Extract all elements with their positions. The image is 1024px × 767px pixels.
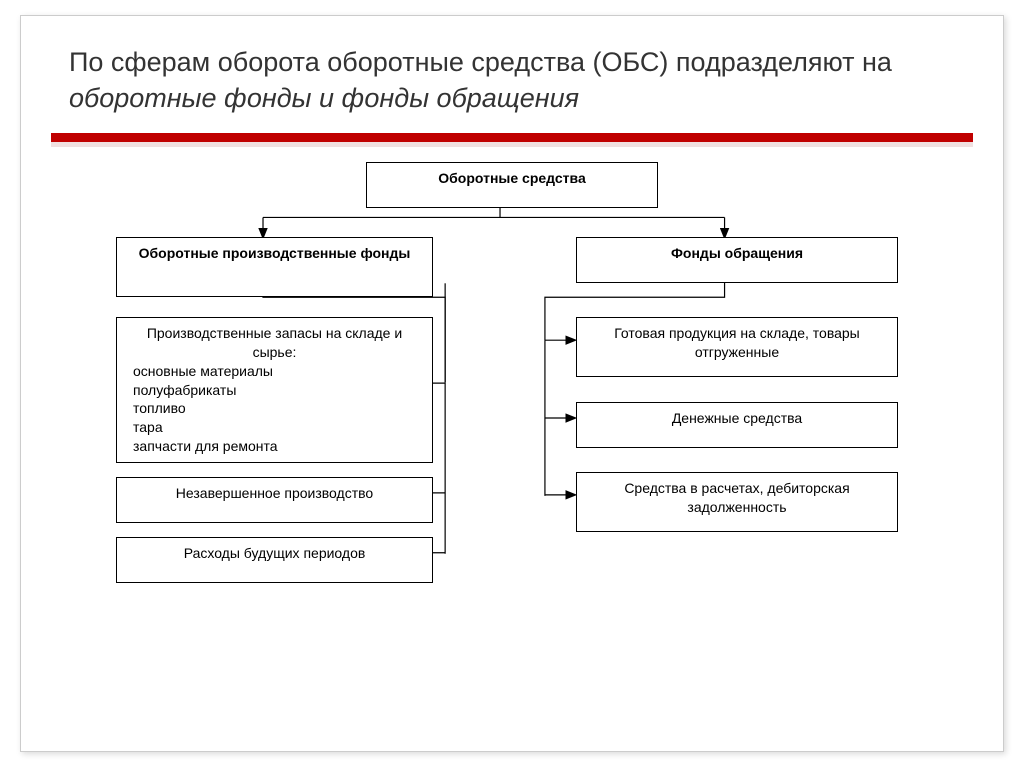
node-left-a-lines: основные материалы полуфабрикаты топливо… [127, 362, 422, 456]
node-root: Оборотные средства [366, 162, 658, 208]
node-left-a: Производственные запасы на складе и сырь… [116, 317, 433, 463]
slide-title: По сферам оборота оборотные средства (ОБ… [21, 16, 1003, 127]
node-left-c-label: Расходы будущих периодов [184, 545, 366, 561]
title-text: По сферам оборота оборотные средства (ОБ… [69, 47, 892, 77]
node-right-b-label: Денежные средства [672, 410, 802, 426]
node-left-c: Расходы будущих периодов [116, 537, 433, 583]
node-left-b: Незавершенное производство [116, 477, 433, 523]
title-italic: оборотные фонды и фонды обращения [69, 83, 579, 113]
node-left-a-header: Производственные запасы на складе и сырь… [127, 324, 422, 362]
node-root-label: Оборотные средства [438, 170, 585, 186]
node-right-c: Средства в расчетах, дебиторская задолже… [576, 472, 898, 532]
node-right-a-label: Готовая продукция на складе, товары отгр… [614, 325, 860, 360]
node-right-a: Готовая продукция на складе, товары отгр… [576, 317, 898, 377]
node-right-b: Денежные средства [576, 402, 898, 448]
node-left-b-label: Незавершенное производство [176, 485, 373, 501]
title-underline [51, 133, 973, 142]
node-right-head-label: Фонды обращения [671, 245, 803, 261]
node-right-head: Фонды обращения [576, 237, 898, 283]
node-left-head: Оборотные производственные фонды [116, 237, 433, 297]
node-right-c-label: Средства в расчетах, дебиторская задолже… [624, 480, 849, 515]
diagram: Оборотные средства Оборотные производств… [21, 162, 1003, 702]
node-left-head-label: Оборотные производственные фонды [139, 245, 411, 261]
